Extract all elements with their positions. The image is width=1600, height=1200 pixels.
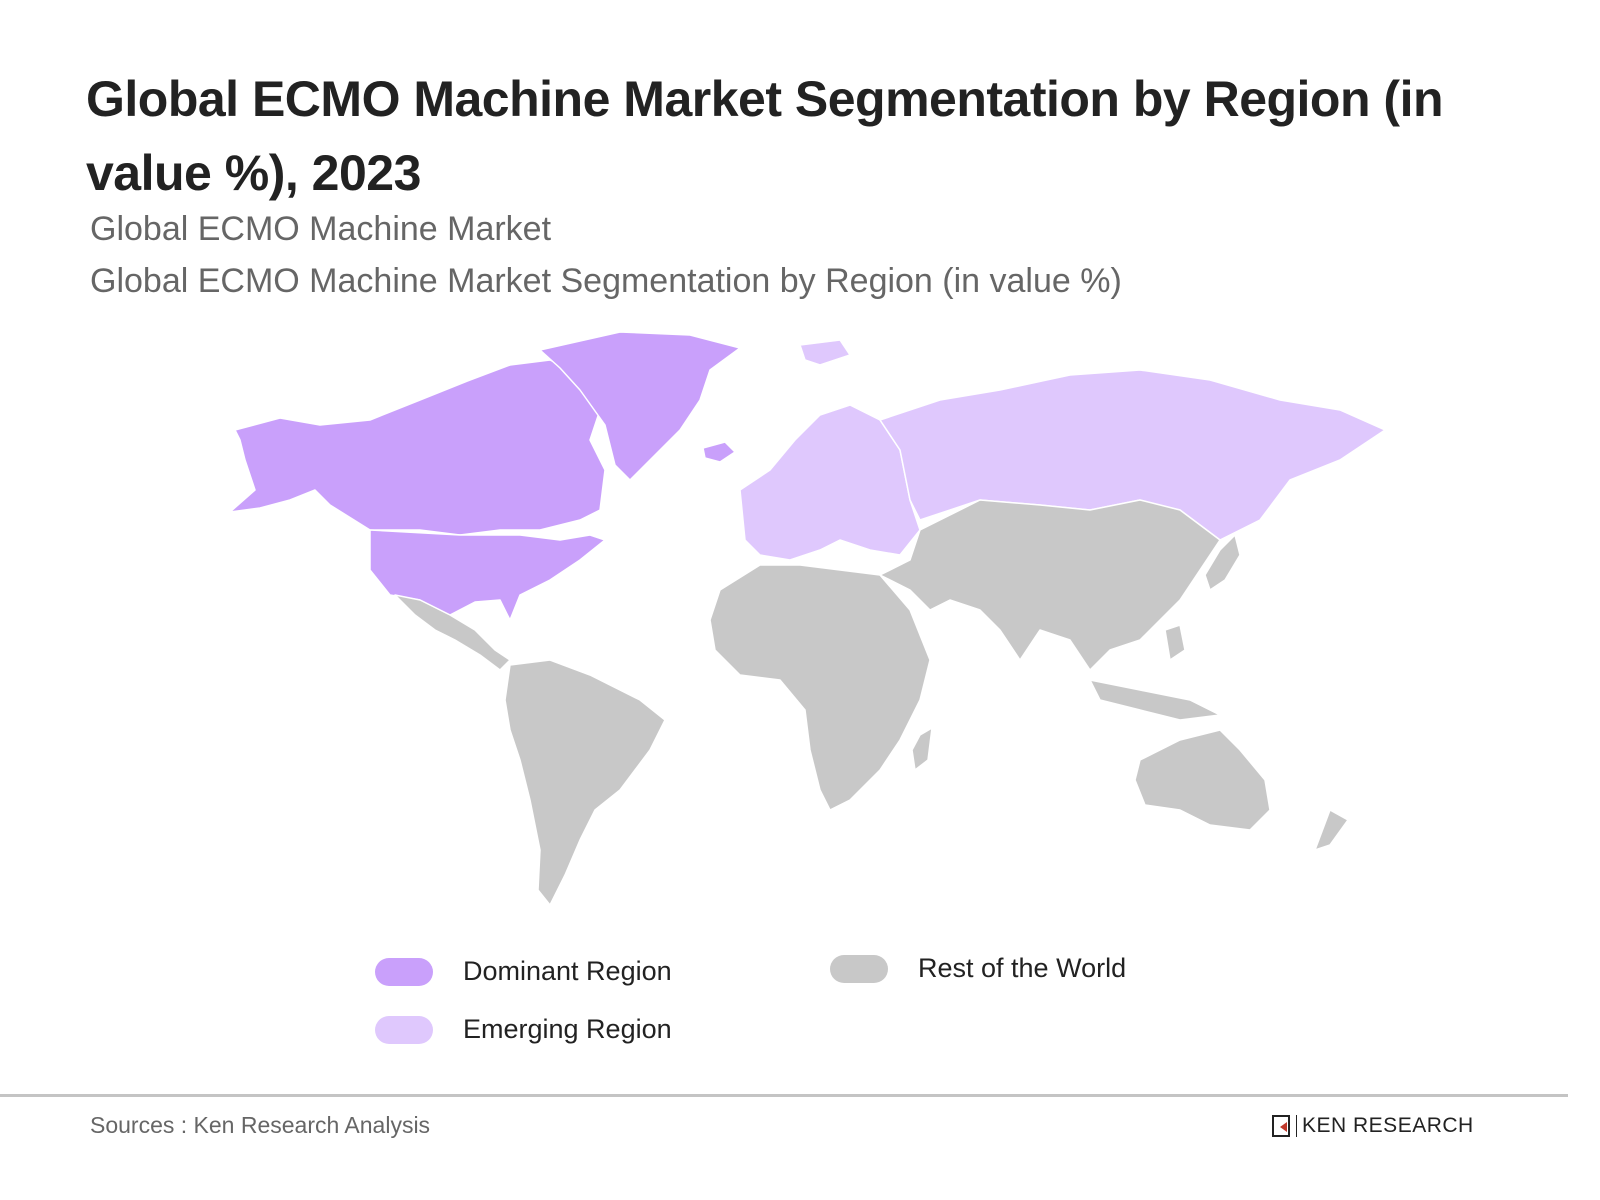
logo-k-icon: [1272, 1115, 1290, 1137]
legend-swatch-emerging: [375, 1015, 433, 1044]
region-canada-alaska: [229, 359, 606, 536]
logo-divider: [1296, 1115, 1297, 1137]
region-iceland: [702, 441, 736, 463]
region-greenland: [539, 331, 741, 481]
footer-divider: [0, 1094, 1568, 1097]
chart-subtitle: Global ECMO Machine Market Segmentation …: [90, 262, 1122, 300]
region-japan: [1204, 534, 1241, 591]
region-svalbard: [799, 339, 851, 366]
region-indonesia: [1089, 679, 1221, 721]
legend-label: Emerging Region: [463, 1014, 672, 1044]
region-australia: [1134, 729, 1271, 831]
region-usa: [369, 529, 606, 621]
legend-label: Dominant Region: [463, 956, 672, 986]
world-map: [229, 331, 1386, 906]
subtitle: Global ECMO Machine Market: [90, 210, 552, 248]
region-south-america: [504, 659, 666, 906]
region-mexico: [394, 594, 511, 671]
source-text: Sources : Ken Research Analysis: [90, 1112, 431, 1138]
region-madagascar: [911, 727, 933, 771]
legend-swatch-dominant: [375, 957, 433, 986]
logo-text: KEN RESEARCH: [1302, 1114, 1474, 1137]
legend-label: Rest of the World: [918, 953, 1127, 983]
legend-item-emerging: Emerging Region: [375, 1014, 672, 1045]
region-philippines: [1164, 624, 1186, 661]
region-new-zealand: [1314, 809, 1349, 851]
ken-research-logo: KEN RESEARCH: [1272, 1114, 1474, 1138]
region-asia: [879, 499, 1221, 671]
legend-item-dominant: Dominant Region: [375, 956, 672, 987]
region-russia: [879, 369, 1386, 541]
region-africa: [709, 564, 931, 811]
page-title: Global ECMO Machine Market Segmentation …: [86, 71, 1444, 201]
legend-swatch-rest: [830, 954, 888, 983]
legend-item-rest-of-world: Rest of the World: [830, 953, 1126, 984]
